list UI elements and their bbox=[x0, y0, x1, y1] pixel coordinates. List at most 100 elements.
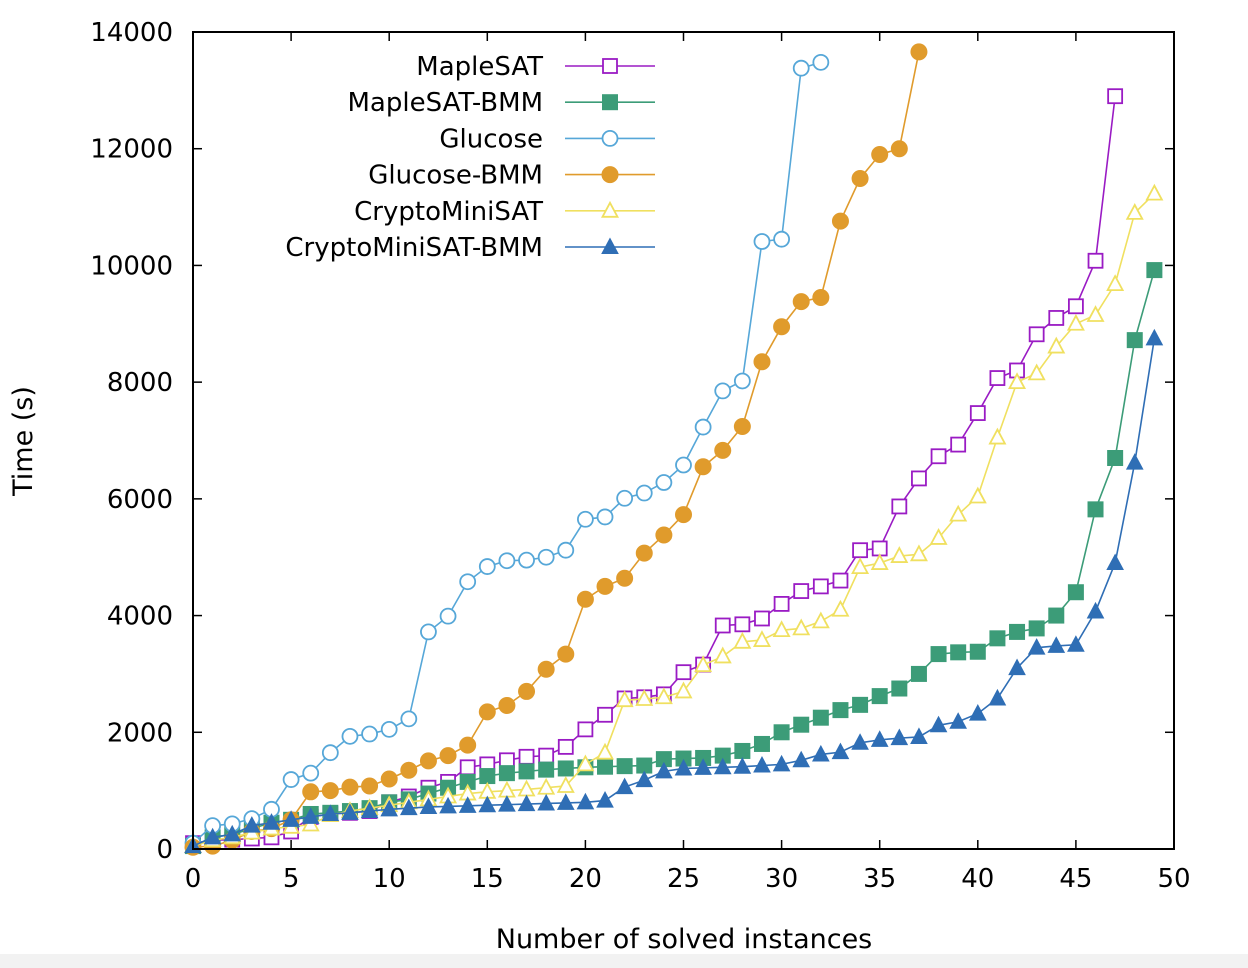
data-point-cryptominisat-bmm bbox=[792, 750, 811, 768]
ticks-layer: 0 5 10 15 20 25 30 35 40 45 50 0 2000 4000 6000 8000 100… bbox=[90, 18, 1190, 894]
data-point-glucose bbox=[282, 771, 300, 788]
data-point-maplesat-bmm bbox=[1126, 332, 1143, 349]
series-maplesat-bmm bbox=[185, 262, 1163, 855]
data-point-cryptominisat-bmm bbox=[243, 816, 261, 833]
y-tick-label: 12000 bbox=[90, 135, 173, 165]
legend-marker bbox=[601, 166, 619, 184]
data-point-maplesat bbox=[597, 706, 613, 723]
data-point-glucose bbox=[557, 541, 575, 559]
data-point-maplesat-bmm bbox=[773, 724, 790, 741]
data-point-maplesat bbox=[557, 738, 574, 755]
x-tick-label: 15 bbox=[471, 864, 504, 894]
data-point-cryptominisat bbox=[1027, 363, 1046, 381]
data-point-maplesat-bmm bbox=[479, 768, 496, 785]
data-point-maplesat bbox=[930, 448, 947, 465]
data-point-cryptominisat bbox=[615, 690, 634, 708]
data-point-maplesat-bmm bbox=[969, 643, 986, 660]
data-point-glucose-bmm bbox=[831, 212, 849, 230]
legend-label: CryptoMiniSAT bbox=[354, 197, 543, 227]
data-point-glucose bbox=[380, 720, 398, 738]
series-glucose-bmm bbox=[184, 43, 928, 856]
data-point-maplesat-bmm bbox=[910, 665, 927, 682]
data-point-cryptominisat-bmm bbox=[380, 799, 399, 817]
data-point-cryptominisat-bmm bbox=[1106, 553, 1124, 571]
legend-entry-cryptominisat-bmm: CryptoMiniSAT-BMM bbox=[285, 233, 655, 263]
data-point-cryptominisat-bmm bbox=[929, 715, 948, 733]
data-point-glucose bbox=[302, 764, 320, 782]
data-point-cryptominisat-bmm bbox=[556, 793, 575, 810]
data-point-maplesat-bmm bbox=[1146, 262, 1163, 279]
data-point-glucose bbox=[773, 230, 790, 248]
data-point-cryptominisat-bmm bbox=[968, 704, 987, 721]
legend-marker bbox=[600, 200, 620, 218]
data-point-glucose bbox=[792, 59, 810, 77]
data-point-maplesat-bmm bbox=[989, 630, 1006, 647]
legend-marker bbox=[602, 58, 618, 74]
series-line-cryptominisat-bmm bbox=[192, 338, 1156, 847]
data-point-glucose bbox=[577, 510, 594, 528]
data-point-glucose-bmm bbox=[890, 140, 908, 158]
data-point-maplesat-bmm bbox=[616, 758, 633, 775]
y-tick-label: 8000 bbox=[107, 368, 173, 398]
series-cryptominisat-bmm bbox=[184, 328, 1164, 854]
data-point-glucose-bmm bbox=[400, 761, 418, 779]
series-line-maplesat-bmm bbox=[192, 269, 1156, 847]
data-point-maplesat bbox=[832, 572, 849, 589]
data-point-glucose bbox=[655, 474, 673, 491]
y-tick-label: 0 bbox=[156, 835, 173, 865]
data-point-glucose bbox=[361, 725, 378, 743]
data-point-maplesat bbox=[950, 436, 967, 453]
x-tick-label: 5 bbox=[283, 864, 300, 894]
data-point-maplesat bbox=[1028, 326, 1045, 343]
data-point-cryptominisat bbox=[988, 427, 1007, 445]
data-point-cryptominisat-bmm bbox=[1008, 658, 1026, 676]
data-point-glucose-bmm bbox=[439, 747, 457, 765]
data-point-cryptominisat-bmm bbox=[1145, 328, 1164, 346]
data-point-glucose-bmm bbox=[537, 660, 555, 678]
data-point-maplesat bbox=[812, 578, 829, 595]
data-point-maplesat bbox=[734, 616, 751, 633]
data-point-glucose-bmm bbox=[341, 778, 359, 796]
data-point-cryptominisat bbox=[576, 754, 595, 772]
data-point-glucose-bmm bbox=[910, 43, 928, 61]
data-point-maplesat-bmm bbox=[753, 735, 770, 752]
data-point-cryptominisat-bmm bbox=[282, 810, 300, 827]
legend: MapleSAT MapleSAT-BMM Glucose Glucose-BMM Cr… bbox=[285, 52, 655, 263]
legend-label: MapleSAT bbox=[416, 52, 543, 82]
data-point-glucose-bmm bbox=[733, 417, 751, 435]
data-point-cryptominisat-bmm bbox=[458, 796, 477, 813]
data-point-cryptominisat-bmm bbox=[301, 807, 320, 824]
data-point-maplesat bbox=[1048, 310, 1065, 326]
data-point-maplesat bbox=[989, 370, 1006, 386]
data-point-maplesat bbox=[969, 405, 986, 421]
data-point-glucose bbox=[694, 418, 712, 436]
data-point-glucose-bmm bbox=[596, 577, 614, 595]
legend-entry-glucose: Glucose bbox=[439, 124, 655, 154]
data-point-cryptominisat-bmm bbox=[262, 813, 281, 830]
data-point-cryptominisat bbox=[654, 687, 673, 705]
data-point-maplesat-bmm bbox=[1067, 584, 1084, 601]
legend-label: Glucose bbox=[439, 124, 543, 154]
series-maplesat bbox=[185, 88, 1124, 852]
data-point-glucose-bmm bbox=[675, 506, 692, 524]
data-point-maplesat-bmm bbox=[734, 742, 751, 759]
series-line-maplesat bbox=[192, 96, 1116, 844]
data-point-maplesat bbox=[891, 498, 908, 515]
data-point-glucose-bmm bbox=[498, 696, 516, 714]
data-point-cryptominisat bbox=[792, 618, 811, 636]
data-point-glucose-bmm bbox=[380, 770, 398, 788]
data-point-cryptominisat-bmm bbox=[498, 795, 516, 812]
data-point-cryptominisat-bmm bbox=[812, 744, 830, 762]
series-layer bbox=[183, 43, 1164, 856]
data-point-cryptominisat bbox=[1066, 313, 1085, 331]
data-point-maplesat-bmm bbox=[1009, 623, 1026, 640]
data-point-cryptominisat bbox=[1047, 336, 1066, 354]
legend-entry-maplesat: MapleSAT bbox=[416, 52, 655, 82]
data-point-cryptominisat bbox=[596, 742, 615, 760]
data-point-maplesat bbox=[852, 542, 868, 559]
x-tick-label: 25 bbox=[667, 864, 700, 894]
data-point-glucose-bmm bbox=[792, 293, 810, 311]
data-point-glucose bbox=[420, 623, 437, 641]
y-tick-label: 14000 bbox=[90, 18, 173, 48]
data-point-maplesat bbox=[773, 596, 790, 612]
